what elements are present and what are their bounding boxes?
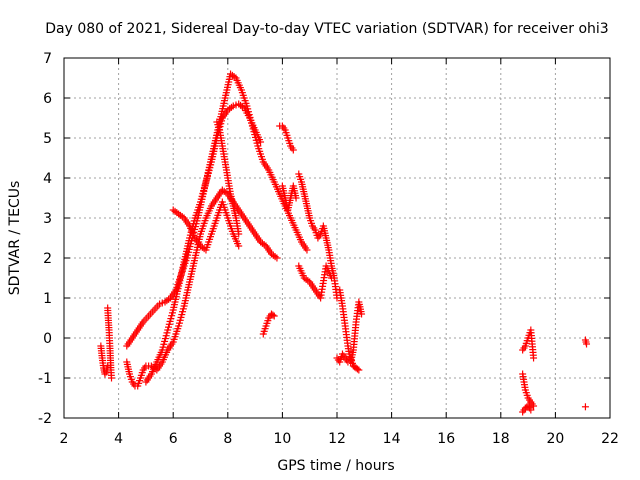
y-tick-label: 5 — [43, 131, 52, 147]
data-point — [257, 138, 265, 146]
chart-title: Day 080 of 2021, Sidereal Day-to-day VTE… — [45, 21, 608, 37]
data-point — [104, 362, 112, 370]
y-tick-label: 2 — [43, 251, 52, 267]
y-axis-label: SDTVAR / TECUs — [7, 181, 23, 296]
x-tick-label: 8 — [223, 431, 232, 447]
data-point — [292, 194, 300, 202]
data-point — [235, 242, 243, 250]
data-point — [353, 365, 361, 373]
y-tick-label: 1 — [43, 291, 52, 307]
y-tick-label: -2 — [38, 411, 52, 427]
y-tick-label: 4 — [43, 171, 52, 187]
data-point — [527, 406, 535, 414]
grid — [64, 58, 610, 418]
data-point — [355, 366, 363, 374]
y-tick-label: 6 — [43, 91, 52, 107]
y-tick-label: 0 — [43, 331, 52, 347]
data-markers — [97, 70, 591, 416]
data-point — [270, 312, 278, 320]
x-tick-label: 12 — [328, 431, 346, 447]
x-axis: 2 4 6 8 10 12 14 16 18 20 22 — [60, 58, 619, 447]
data-point — [581, 403, 589, 411]
data-point — [235, 230, 243, 238]
y-tick-label: -1 — [38, 371, 52, 387]
x-tick-label: 18 — [492, 431, 510, 447]
y-axis: -2 -1 0 1 2 3 4 5 6 7 — [38, 51, 610, 427]
data-point — [344, 358, 352, 366]
data-point — [303, 246, 311, 254]
data-point — [273, 254, 281, 262]
data-point — [108, 374, 116, 382]
y-tick-label: 7 — [43, 51, 52, 67]
data-point — [583, 340, 591, 348]
y-tick-label: 3 — [43, 211, 52, 227]
x-tick-label: 16 — [437, 431, 455, 447]
x-tick-label: 10 — [273, 431, 291, 447]
x-tick-label: 4 — [114, 431, 123, 447]
data-point — [328, 274, 336, 282]
data-point — [530, 354, 538, 362]
x-tick-label: 20 — [546, 431, 564, 447]
data-point — [289, 146, 297, 154]
x-tick-label: 6 — [169, 431, 178, 447]
x-tick-label: 2 — [60, 431, 69, 447]
data-point — [269, 311, 277, 319]
x-axis-label: GPS time / hours — [277, 458, 394, 474]
x-tick-label: 14 — [383, 431, 401, 447]
data-point — [358, 310, 366, 318]
x-tick-label: 22 — [601, 431, 619, 447]
